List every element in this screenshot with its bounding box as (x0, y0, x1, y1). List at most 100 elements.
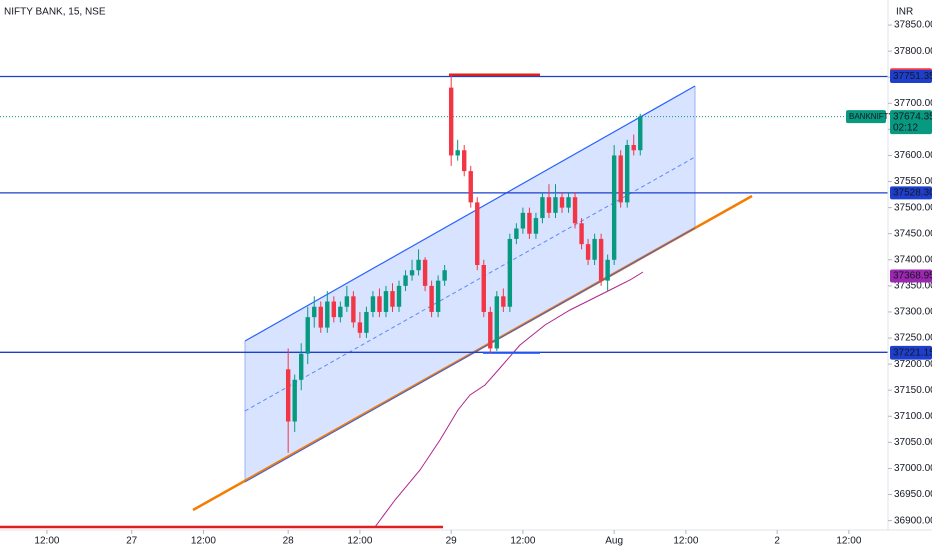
candle-body (299, 353, 304, 380)
last-price-box (890, 110, 932, 135)
price-label: 37368.95 (893, 271, 932, 282)
x-tick-label: 2 (774, 536, 780, 547)
x-tick-label: 12:00 (836, 536, 861, 547)
candle-body (416, 259, 421, 271)
chart-title: NIFTY BANK, 15, NSE (4, 7, 106, 18)
symbol-label: BANKNIFTY (849, 112, 895, 121)
candle-body (409, 270, 415, 276)
y-tick-label: 37600.00 (894, 150, 932, 161)
candle-body (507, 238, 513, 307)
price-label: 37528.30 (893, 187, 932, 198)
price-label-box (890, 269, 932, 283)
countdown: 02:12 (893, 122, 918, 133)
moving-average (374, 271, 644, 528)
x-tick-label: 29 (446, 536, 458, 547)
candle-body (579, 223, 584, 245)
candle-body (448, 87, 454, 156)
y-tick-label: 37150.00 (894, 385, 932, 396)
candle-body (625, 145, 630, 203)
candle-body (566, 197, 571, 208)
y-tick-label: 36900.00 (894, 515, 932, 526)
price-label-box (890, 346, 932, 360)
price-label-box (890, 186, 932, 200)
y-tick-label: 36950.00 (894, 489, 932, 500)
candle-body (462, 150, 467, 172)
candle-body (377, 296, 382, 312)
candle-body (618, 155, 623, 203)
candle-body (383, 291, 389, 312)
y-tick-label: 37500.00 (894, 202, 932, 213)
candle-body (435, 280, 441, 312)
candle-body (325, 301, 330, 328)
candle-body (468, 171, 473, 203)
price-label: 37751.35 (893, 71, 932, 82)
candle-body (638, 116, 643, 151)
candle-body (442, 270, 447, 281)
candle-body (520, 212, 526, 229)
candle-body (540, 197, 545, 219)
channel-fill (245, 86, 695, 482)
candle-body (396, 285, 402, 307)
channel-bottom (244, 227, 696, 483)
candle-body (598, 238, 604, 281)
candle-body (533, 218, 539, 234)
x-tick-label: 12:00 (191, 536, 216, 547)
plot (0, 73, 888, 453)
price-label-box (890, 70, 932, 84)
candle-body (605, 259, 610, 281)
last-price-label: 37674.35 (893, 111, 932, 122)
x-tick-label: 12:00 (347, 536, 372, 547)
y-tick-label: 37400.00 (894, 254, 932, 265)
candle-body (572, 197, 578, 224)
candle-body (312, 306, 317, 318)
candle-body (527, 212, 532, 234)
candle-body (592, 238, 597, 260)
y-tick-label: 37300.00 (894, 307, 932, 318)
x-tick-label: 12:00 (34, 536, 59, 547)
candle-body (285, 369, 291, 422)
y-tick-label: 37050.00 (894, 437, 932, 448)
symbol-box (846, 110, 886, 124)
candle-body (403, 275, 408, 286)
candle-body (553, 197, 558, 213)
y-tick-label: 37550.00 (894, 176, 932, 187)
x-tick-label: 28 (283, 536, 295, 547)
candle-body (370, 296, 376, 312)
candle-body (546, 197, 552, 213)
candle-body (351, 296, 356, 323)
y-tick-label: 37450.00 (894, 228, 932, 239)
candle-body (455, 150, 460, 156)
candle-body (331, 301, 337, 318)
candle-body (475, 202, 480, 265)
candle-body (292, 379, 297, 422)
candle-body (364, 311, 369, 333)
channel-top (244, 85, 696, 342)
candle-body (429, 285, 434, 312)
y-tick-label: 37250.00 (894, 333, 932, 344)
y-tick-label: 37100.00 (894, 411, 932, 422)
y-tick-label: 37350.00 (894, 281, 932, 292)
candle-body (422, 259, 428, 286)
price-label: 37221.15 (893, 348, 932, 359)
candle-body (611, 155, 617, 260)
y-tick-label: 37850.00 (894, 20, 932, 31)
candle-body (559, 197, 565, 208)
y-tick-label: 37200.00 (894, 359, 932, 370)
candle-body (338, 306, 343, 318)
candle-body (318, 306, 323, 328)
candle-body (481, 265, 486, 312)
x-tick-label: Aug (605, 536, 623, 547)
y-tick-label: 37800.00 (894, 46, 932, 57)
candle-body (585, 244, 591, 260)
y-tick-label: 37700.00 (894, 98, 932, 109)
x-tick-label: 12:00 (673, 536, 698, 547)
candle-body (631, 145, 636, 151)
x-tick-label: 12:00 (510, 536, 535, 547)
candle-body (390, 291, 395, 307)
x-tick-label: 27 (126, 536, 138, 547)
candle-body (488, 311, 493, 349)
candle-body (344, 296, 350, 307)
candle-body (514, 228, 519, 239)
